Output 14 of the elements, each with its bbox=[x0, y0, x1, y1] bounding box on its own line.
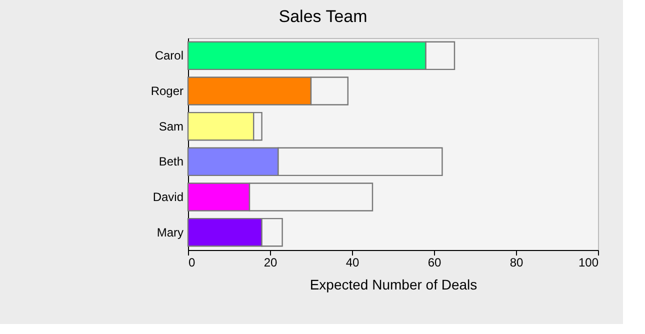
x-axis-title: Expected Number of Deals bbox=[310, 276, 478, 292]
x-tick-label: 60 bbox=[428, 256, 442, 270]
y-tick-label: Sam bbox=[158, 119, 184, 134]
x-tick-label: 40 bbox=[346, 256, 360, 270]
x-tick-label: 100 bbox=[578, 256, 599, 270]
y-tick-label: Roger bbox=[150, 84, 184, 98]
y-tick-label: Carol bbox=[154, 48, 184, 63]
x-tick-label: 0 bbox=[188, 256, 196, 270]
y-tick-label: Mary bbox=[156, 225, 184, 240]
x-tick-label: 20 bbox=[264, 256, 278, 270]
chart-title: Sales Team bbox=[278, 7, 368, 26]
x-tick-label: 80 bbox=[510, 256, 524, 270]
y-tick-label: David bbox=[152, 190, 184, 204]
y-tick-label: Beth bbox=[158, 154, 184, 169]
